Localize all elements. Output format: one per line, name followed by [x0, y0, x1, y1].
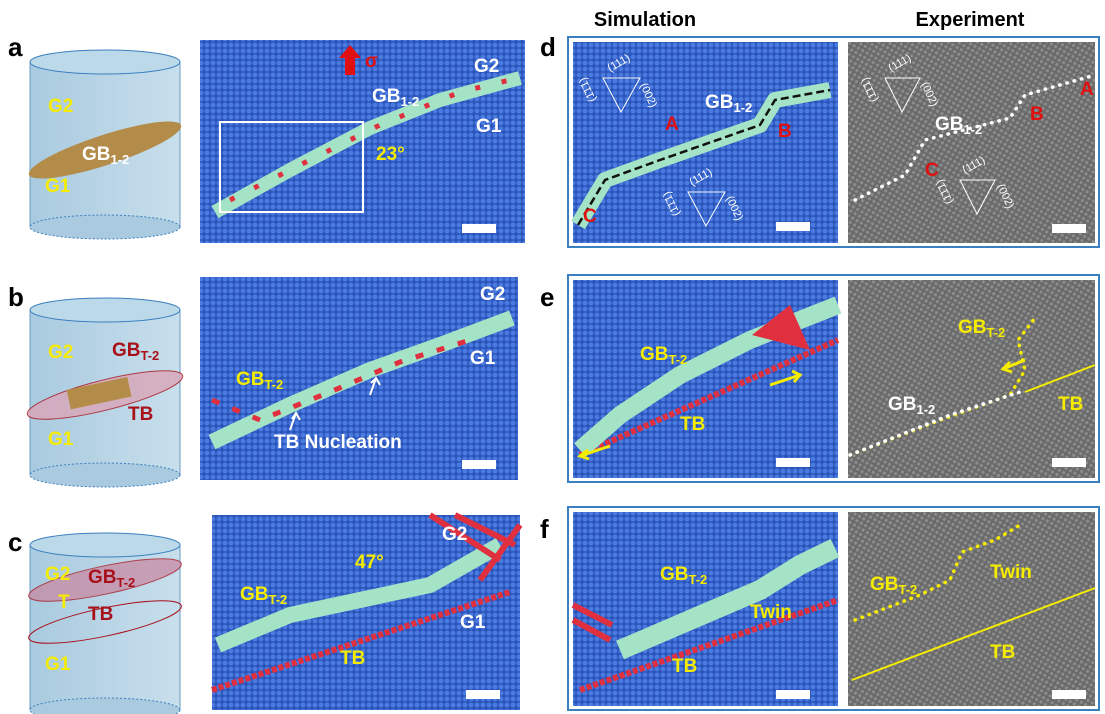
tb-label: TB [88, 604, 113, 625]
gb-sub: 1-2 [734, 100, 753, 115]
grain-label: G2 [474, 56, 499, 77]
annotation: TB Nucleation [274, 432, 402, 453]
gb-base: GB [112, 340, 141, 361]
gb-base: GB [236, 369, 265, 390]
panel-label: f [540, 514, 549, 544]
gb-sub: T-2 [899, 582, 918, 597]
gb-base: GB [88, 567, 117, 588]
column-header: Experiment [916, 9, 1025, 31]
grain-label: G2 [48, 96, 73, 117]
grain-label: G2 [48, 342, 73, 363]
tb-label: TB [990, 642, 1015, 663]
gb-sub: 1-2 [917, 402, 936, 417]
gb-base: GB [640, 344, 669, 365]
site-label: A [665, 114, 679, 135]
gb-base: GB [870, 574, 899, 595]
site-label: B [778, 121, 792, 142]
tb-label: TB [1058, 394, 1083, 415]
scale-bar [1052, 224, 1086, 233]
gb-base: GB [958, 317, 987, 338]
scale-bar [776, 690, 810, 699]
scale-bar [1052, 690, 1086, 699]
panel-label: d [540, 32, 556, 62]
gb-sub: T-2 [117, 575, 136, 590]
grain-label: G1 [470, 348, 496, 369]
panel-label: e [540, 282, 554, 312]
gb-base: GB [935, 114, 964, 135]
grain-label: G1 [476, 116, 502, 137]
twin-label: Twin [750, 602, 792, 623]
gb-base: GB [705, 92, 734, 113]
panel-label: c [8, 527, 22, 557]
scale-bar [1052, 458, 1086, 467]
panel-label: a [8, 32, 23, 62]
site-label: C [925, 160, 939, 181]
angle-label: 47° [355, 552, 384, 573]
tb-label: TB [128, 404, 153, 425]
angle-label: 23° [376, 144, 405, 165]
grain-label: G1 [45, 176, 71, 197]
panel-label: b [8, 282, 24, 312]
gb-sub: 1-2 [401, 94, 420, 109]
gb-sub: 1-2 [964, 122, 983, 137]
tb-label: TB [340, 648, 365, 669]
scale-bar [462, 224, 496, 233]
scale-bar [776, 458, 810, 467]
scale-bar [776, 222, 810, 231]
column-header: Simulation [594, 9, 696, 31]
gb-sub: 1-2 [111, 152, 130, 167]
tb-label: TB [672, 656, 697, 677]
gb-sub: T-2 [987, 325, 1006, 340]
grain-label: G2 [480, 284, 505, 305]
gb-sub: T-2 [265, 377, 284, 392]
figure: Simulation Experiment a G2 GB1-2 G1 σ G2… [0, 0, 1105, 714]
tb-label: TB [680, 414, 705, 435]
gb-sub: T-2 [689, 572, 708, 587]
gb-sub: T-2 [141, 348, 160, 363]
grain-label: G1 [45, 654, 71, 675]
grain-label: G1 [460, 612, 486, 633]
gb-base: GB [888, 394, 917, 415]
gb-base: GB [660, 564, 689, 585]
scale-bar [462, 460, 496, 469]
twin-label: Twin [990, 562, 1032, 583]
grain-label: G2 [442, 524, 467, 545]
gb-base: GB [82, 144, 111, 165]
stress-label: σ [365, 51, 378, 72]
gb-base: GB [372, 86, 401, 107]
gb-base: GB [240, 584, 269, 605]
twin-label: T [58, 592, 70, 613]
site-label: C [583, 206, 597, 227]
scale-bar [466, 690, 500, 699]
gb-sub: T-2 [669, 352, 688, 367]
grain-label: G2 [45, 564, 70, 585]
site-label: B [1030, 104, 1044, 125]
gb-sub: T-2 [269, 592, 288, 607]
grain-label: G1 [48, 429, 74, 450]
experiment-image [848, 42, 1095, 243]
site-label: A [1080, 79, 1094, 100]
